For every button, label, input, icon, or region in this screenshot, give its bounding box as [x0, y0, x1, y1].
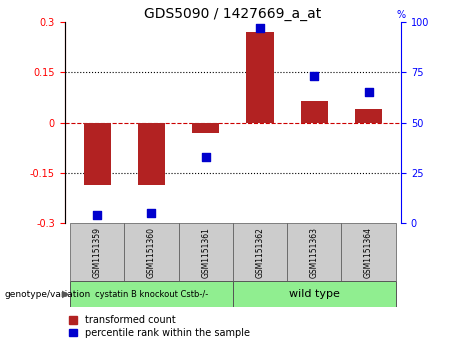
Bar [301, 101, 328, 122]
Point [365, 89, 372, 95]
Point [148, 210, 155, 216]
Bar [83, 122, 111, 185]
Text: GSM1151363: GSM1151363 [310, 227, 319, 278]
Bar [233, 223, 287, 281]
Text: %: % [396, 10, 406, 20]
Bar [124, 223, 178, 281]
Text: GSM1151364: GSM1151364 [364, 227, 373, 278]
Bar [246, 32, 273, 122]
Text: wild type: wild type [289, 289, 340, 299]
Text: GSM1151359: GSM1151359 [93, 227, 101, 278]
Bar [178, 223, 233, 281]
Bar [287, 223, 341, 281]
Bar [70, 223, 124, 281]
Title: GDS5090 / 1427669_a_at: GDS5090 / 1427669_a_at [144, 7, 321, 21]
Point [256, 25, 264, 31]
Text: genotype/variation: genotype/variation [5, 290, 91, 298]
Bar [355, 109, 382, 122]
Bar [341, 223, 396, 281]
Text: GSM1151361: GSM1151361 [201, 227, 210, 278]
Bar [233, 281, 396, 307]
Text: GSM1151360: GSM1151360 [147, 227, 156, 278]
Bar [138, 122, 165, 185]
Point [94, 212, 101, 218]
Text: ▶: ▶ [62, 289, 70, 299]
Bar [70, 281, 233, 307]
Point [202, 154, 209, 160]
Text: GSM1151362: GSM1151362 [255, 227, 265, 278]
Point [311, 73, 318, 79]
Legend: transformed count, percentile rank within the sample: transformed count, percentile rank withi… [70, 315, 250, 338]
Bar [192, 122, 219, 132]
Text: cystatin B knockout Cstb-/-: cystatin B knockout Cstb-/- [95, 290, 208, 298]
